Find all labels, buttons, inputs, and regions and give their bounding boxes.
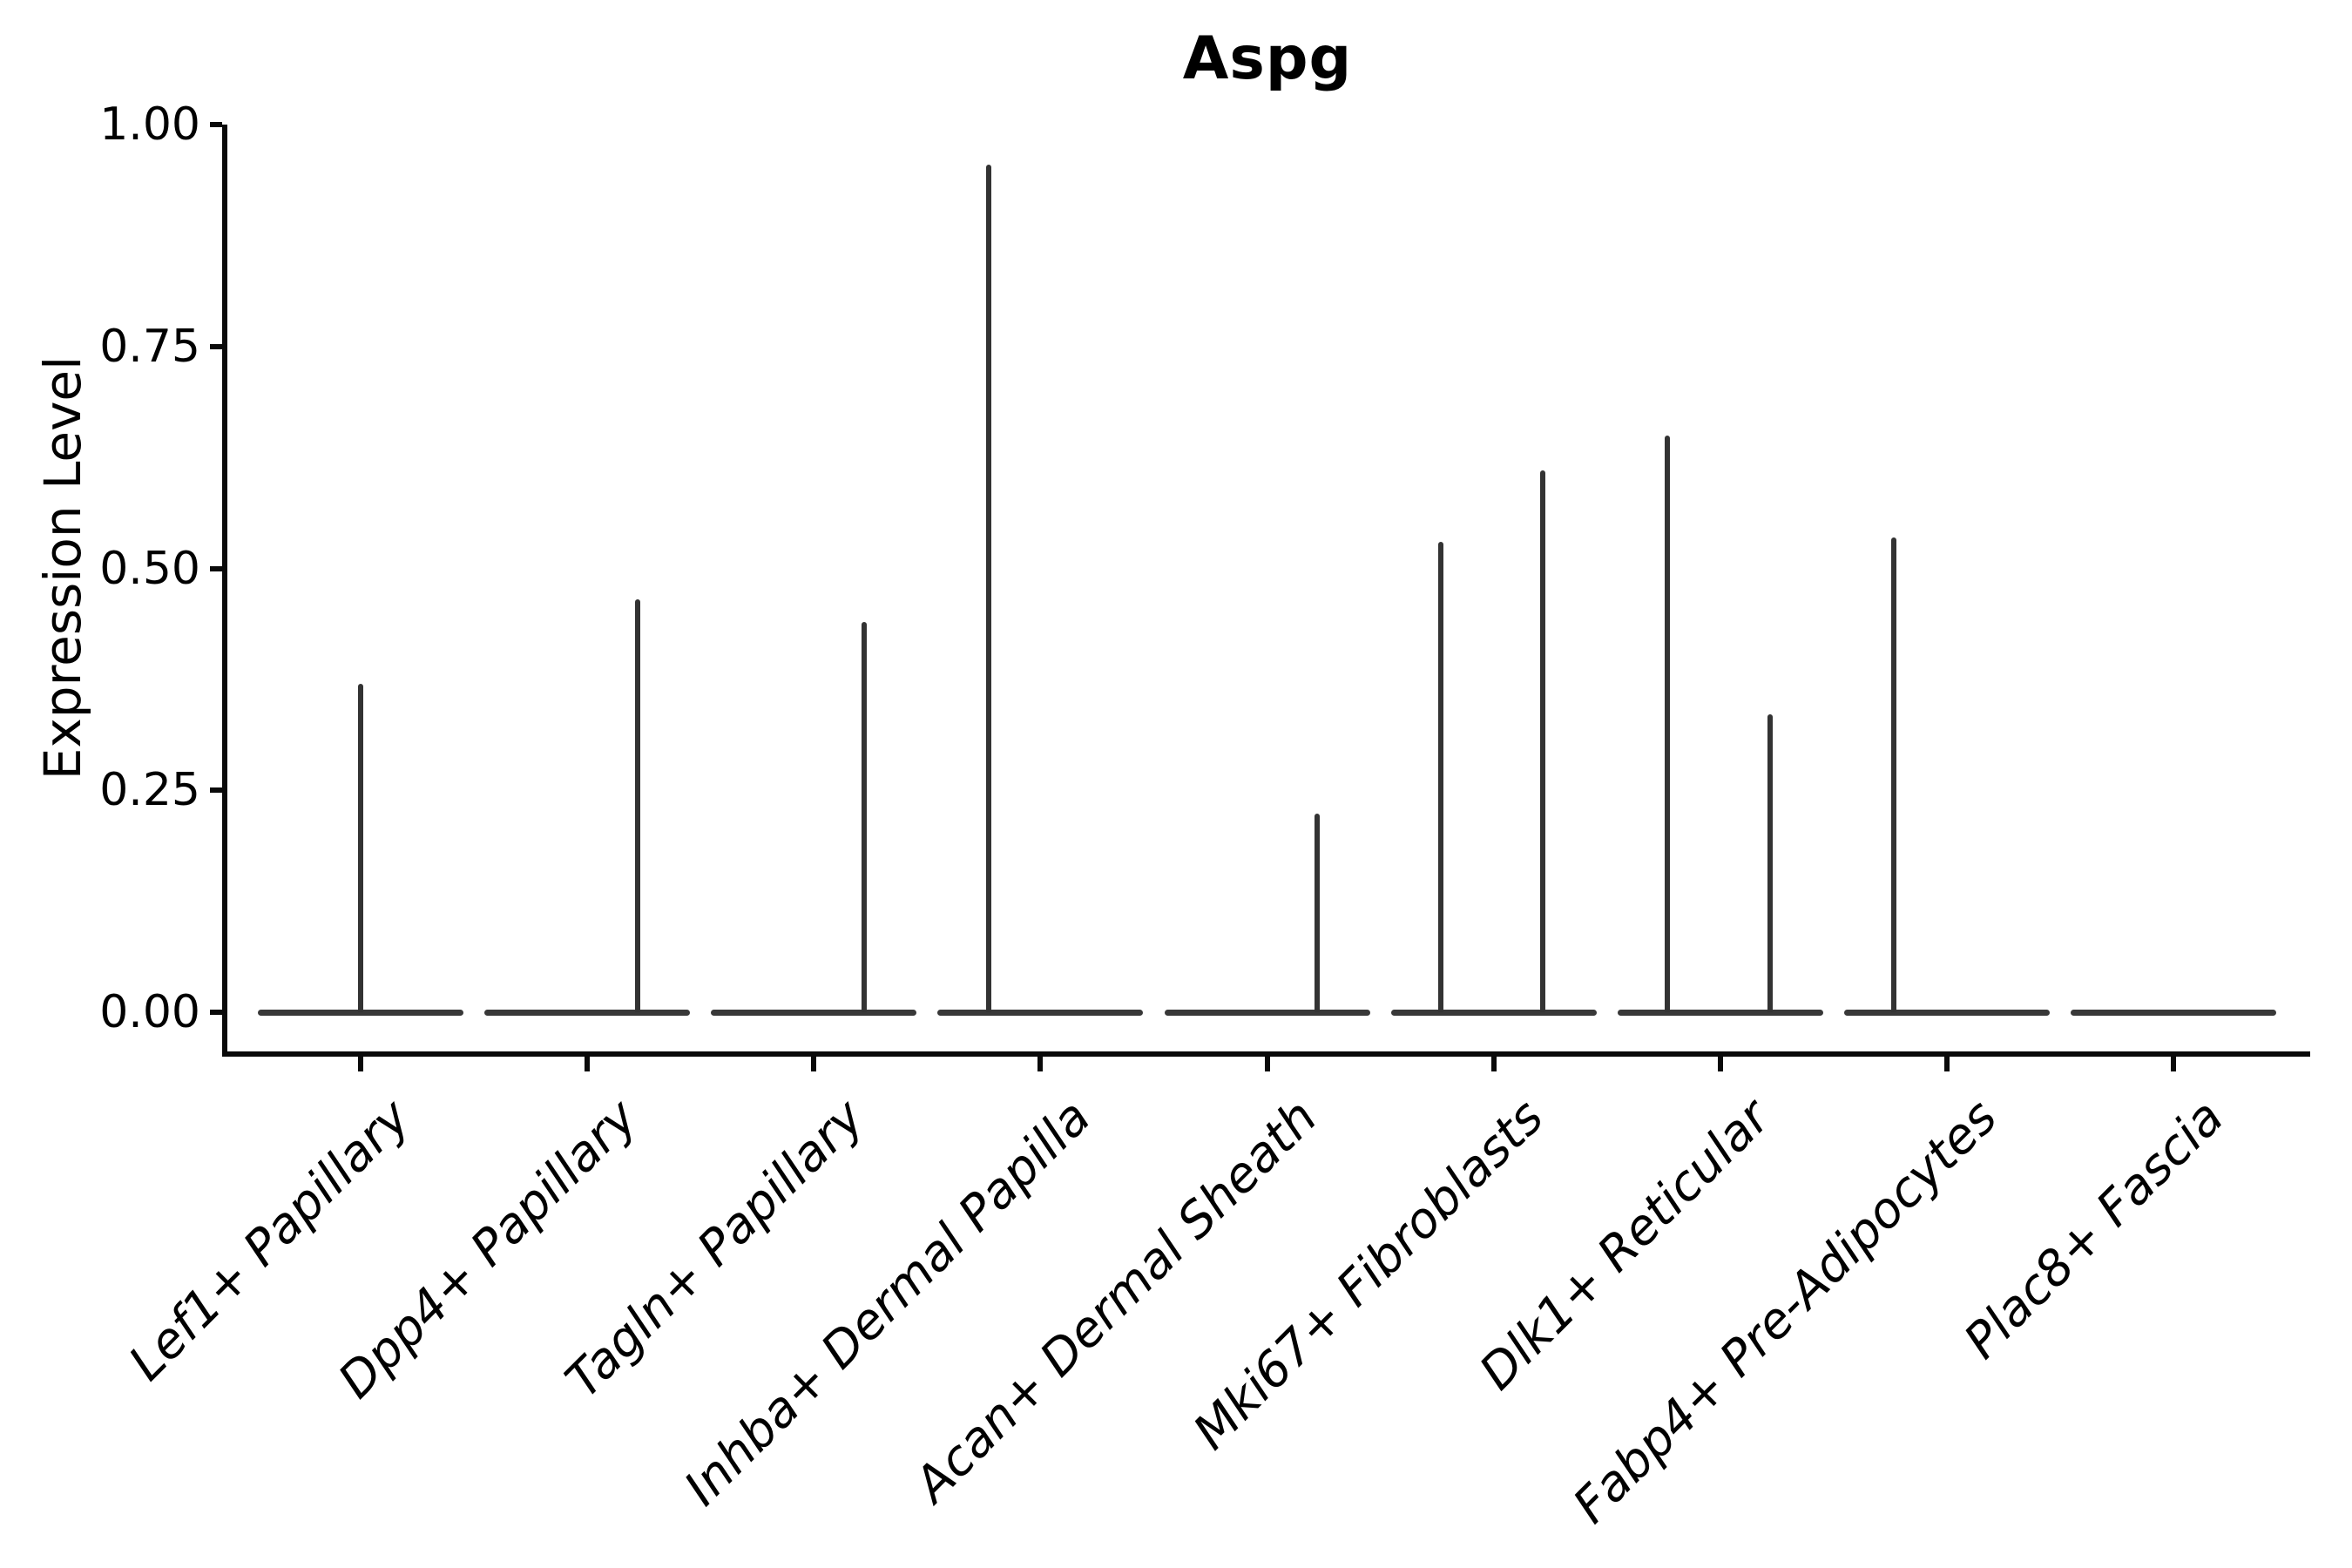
y-tick-label: 0.00: [99, 986, 200, 1038]
y-tick-mark: [210, 122, 222, 127]
violin-base: [2071, 1009, 2277, 1016]
violin-spike: [358, 683, 363, 1012]
violin-base: [258, 1009, 463, 1016]
violin-spike: [1664, 435, 1670, 1012]
y-axis-title: Expression Level: [33, 355, 92, 781]
y-tick-label: 1.00: [99, 98, 200, 151]
violin-spike: [635, 599, 641, 1012]
y-tick-label: 0.50: [99, 542, 200, 595]
y-tick-mark: [210, 787, 222, 794]
violin-base: [484, 1009, 691, 1016]
x-tick-mark: [1717, 1057, 1723, 1071]
x-tick-mark: [1944, 1057, 1950, 1071]
violin-spike: [1314, 813, 1320, 1012]
y-tick-mark: [210, 1010, 222, 1015]
x-tick-mark: [585, 1057, 591, 1071]
x-tick-mark: [2171, 1057, 2177, 1071]
violin-base: [937, 1009, 1144, 1016]
y-tick-mark: [210, 343, 222, 349]
violin-spike: [1539, 470, 1545, 1012]
x-tick-label: Fabp4+ Pre-Adipocytes: [1562, 1089, 2009, 1535]
x-tick-mark: [1264, 1057, 1270, 1071]
x-tick-mark: [358, 1057, 363, 1071]
violin-base: [1844, 1009, 2051, 1016]
y-axis-line: [222, 125, 227, 1054]
violin-spike: [1891, 537, 1897, 1012]
violin-base: [1617, 1009, 1823, 1016]
violin-spike: [986, 164, 992, 1012]
violin-base: [1390, 1009, 1597, 1016]
x-tick-mark: [1037, 1057, 1044, 1071]
x-tick-label: Acan+ Dermal Sheath: [903, 1089, 1328, 1513]
violin-spike: [1767, 713, 1773, 1012]
y-tick-label: 0.25: [99, 764, 200, 817]
y-tick-mark: [210, 565, 222, 571]
chart-title: Aspg: [1182, 24, 1353, 93]
violin-base: [711, 1009, 917, 1016]
violin-base: [1164, 1009, 1370, 1016]
x-tick-label: Inhba+ Dermal Papilla: [673, 1089, 1102, 1517]
violin-spike: [1437, 541, 1443, 1012]
x-tick-mark: [811, 1057, 817, 1071]
y-tick-label: 0.75: [99, 320, 200, 373]
violin-spike: [862, 621, 868, 1012]
x-axis-line: [222, 1051, 2310, 1057]
x-tick-mark: [1490, 1057, 1497, 1071]
